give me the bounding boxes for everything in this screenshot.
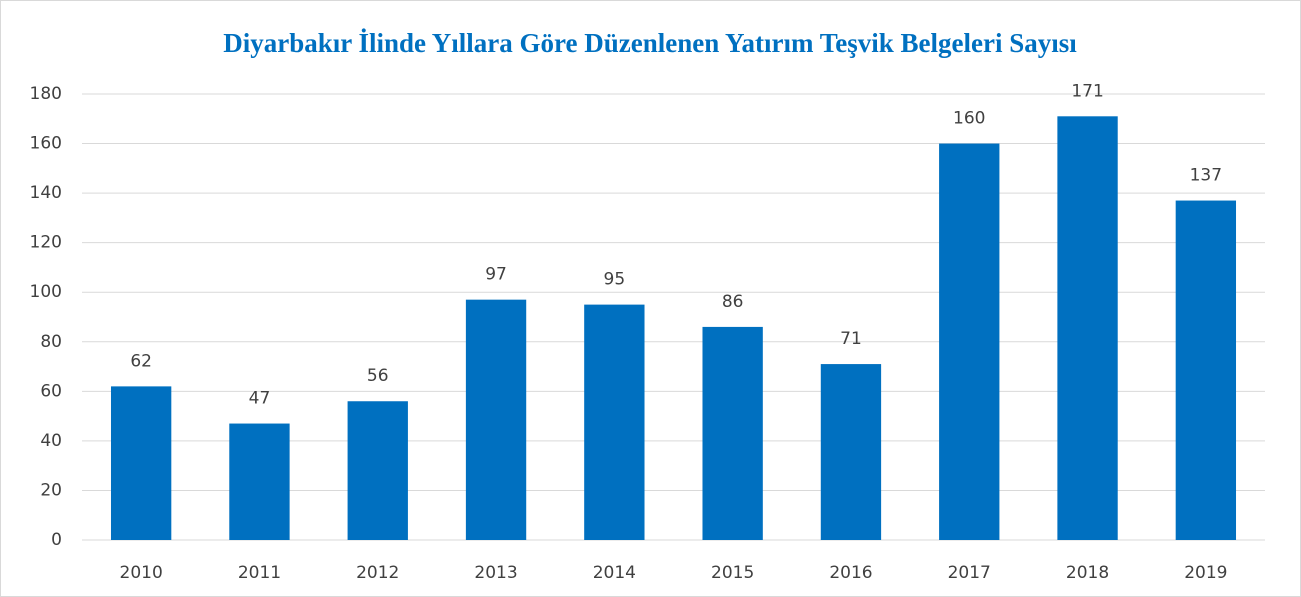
x-tick-label: 2013 bbox=[474, 563, 517, 583]
x-tick-label: 2014 bbox=[593, 563, 636, 583]
y-tick-label: 180 bbox=[30, 84, 62, 104]
y-tick-label: 0 bbox=[51, 530, 62, 550]
bar bbox=[584, 304, 645, 540]
data-label: 137 bbox=[1190, 166, 1222, 186]
y-tick-label: 80 bbox=[40, 332, 62, 352]
data-label: 160 bbox=[953, 109, 985, 129]
x-tick-label: 2019 bbox=[1184, 563, 1227, 583]
bar bbox=[1175, 200, 1237, 541]
bar bbox=[229, 423, 290, 540]
y-tick-label: 60 bbox=[40, 381, 62, 401]
bar bbox=[465, 299, 527, 540]
data-label: 62 bbox=[130, 351, 152, 371]
y-tick-label: 140 bbox=[30, 183, 62, 203]
x-tick-label: 2017 bbox=[948, 563, 991, 583]
bar bbox=[347, 401, 408, 540]
x-tick-label: 2010 bbox=[120, 563, 163, 583]
x-tick-label: 2015 bbox=[711, 563, 754, 583]
data-label: 71 bbox=[840, 329, 862, 349]
chart-title: Diyarbakır İlinde Yıllara Göre Düzenlene… bbox=[223, 28, 1077, 58]
data-label: 56 bbox=[367, 366, 389, 386]
bar bbox=[820, 364, 882, 540]
x-tick-label: 2018 bbox=[1066, 563, 1109, 583]
x-tick-label: 2012 bbox=[356, 563, 399, 583]
bar bbox=[702, 326, 763, 540]
x-tick-label: 2011 bbox=[238, 563, 281, 583]
x-tick-label: 2016 bbox=[829, 563, 872, 583]
data-label: 86 bbox=[722, 292, 744, 312]
y-tick-label: 160 bbox=[30, 134, 62, 154]
data-label: 97 bbox=[485, 265, 507, 285]
data-label: 171 bbox=[1071, 81, 1103, 101]
y-tick-label: 20 bbox=[40, 480, 62, 500]
data-label: 47 bbox=[249, 389, 271, 409]
bar bbox=[110, 386, 172, 540]
bar bbox=[1057, 116, 1118, 541]
data-label: 95 bbox=[604, 270, 626, 290]
y-tick-label: 40 bbox=[40, 431, 62, 451]
y-tick-label: 100 bbox=[30, 282, 62, 302]
bar bbox=[939, 143, 1000, 541]
y-tick-label: 120 bbox=[30, 233, 62, 253]
